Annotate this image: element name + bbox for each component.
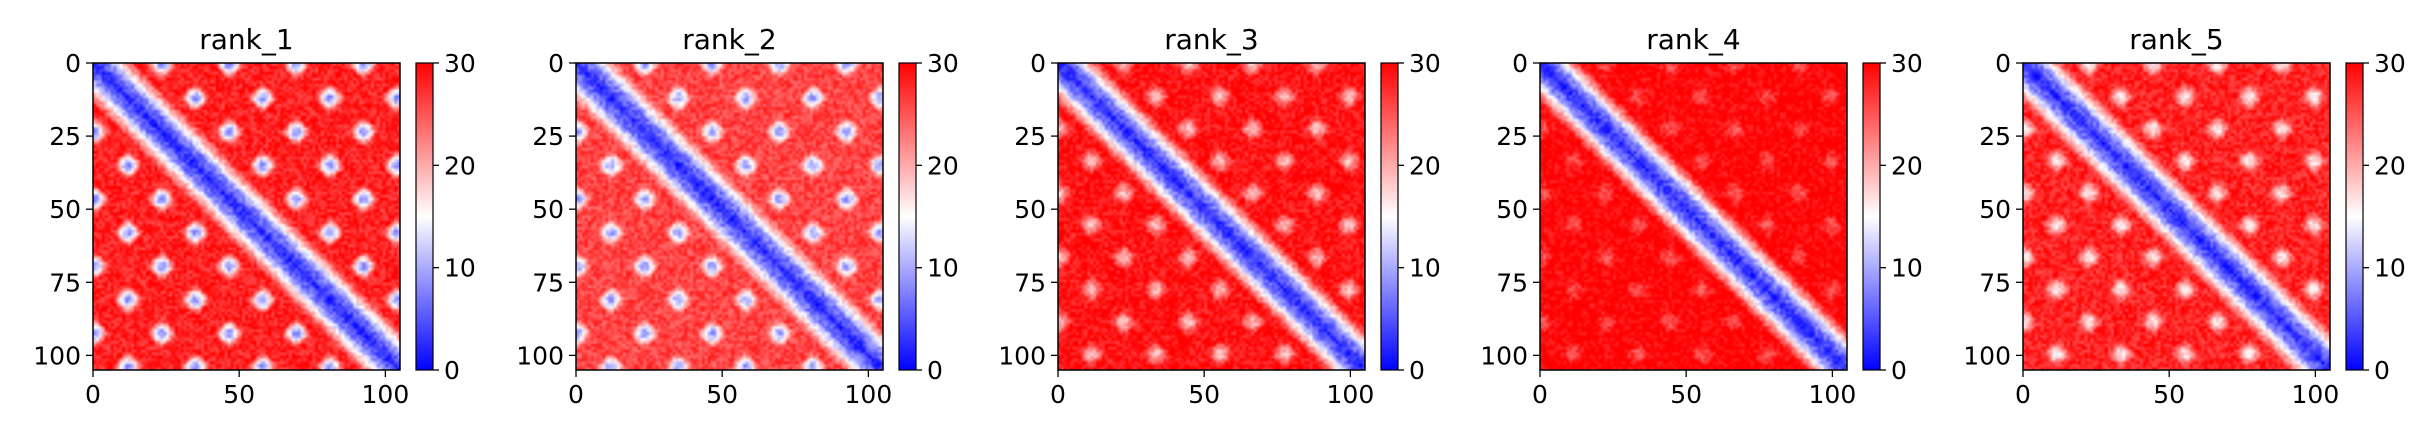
x-tick-label: 50 — [1188, 380, 1220, 409]
colorbar-tick-label: 20 — [927, 151, 959, 180]
y-tick-label: 100 — [1480, 341, 1528, 370]
y-tick-label: 0 — [548, 49, 564, 78]
y-tick-label: 0 — [1030, 49, 1046, 78]
colorbar-tick-label: 10 — [1409, 254, 1441, 283]
colorbar-tick-label: 30 — [444, 49, 476, 78]
x-tick-label: 0 — [568, 380, 584, 409]
colorbar-tick-label: 10 — [1891, 254, 1923, 283]
y-tick-label: 75 — [1014, 268, 1046, 297]
colorbar — [2345, 62, 2364, 371]
colorbar-tick-label: 10 — [927, 254, 959, 283]
panel-title: rank_3 — [1164, 23, 1258, 56]
colorbar-tick-label: 30 — [1891, 49, 1923, 78]
colorbar-tick-label: 20 — [2374, 151, 2406, 180]
colorbar-tick-label: 0 — [444, 356, 460, 385]
panel-title: rank_1 — [199, 23, 293, 56]
y-tick-label: 50 — [1014, 195, 1046, 224]
colorbar-tick-label: 10 — [2374, 254, 2406, 283]
colorbar-tick-label: 30 — [1409, 49, 1441, 78]
colorbar-tick-label: 20 — [444, 151, 476, 180]
colorbar — [415, 62, 434, 371]
y-tick-label: 0 — [1512, 49, 1528, 78]
y-tick-label: 25 — [1979, 122, 2011, 151]
x-tick-label: 0 — [1050, 380, 1066, 409]
y-tick-label: 50 — [1979, 195, 2011, 224]
x-tick-label: 50 — [223, 380, 255, 409]
y-tick-label: 25 — [1496, 122, 1528, 151]
y-tick-label: 0 — [1995, 49, 2011, 78]
x-tick-label: 50 — [2153, 380, 2185, 409]
y-tick-label: 100 — [998, 341, 1046, 370]
y-tick-label: 75 — [1979, 268, 2011, 297]
y-tick-label: 75 — [49, 268, 81, 297]
x-tick-label: 100 — [1327, 380, 1375, 409]
heatmap-image — [576, 63, 883, 370]
colorbar-tick-label: 10 — [444, 254, 476, 283]
colorbar-tick-label: 0 — [2374, 356, 2390, 385]
x-tick-label: 0 — [1532, 380, 1548, 409]
panel-title: rank_5 — [2129, 23, 2223, 56]
y-tick-label: 50 — [532, 195, 564, 224]
heatmap-image — [1058, 63, 1365, 370]
plot-frame — [1539, 62, 1848, 371]
y-tick-label: 100 — [516, 341, 564, 370]
colorbar-tick-label: 0 — [1409, 356, 1425, 385]
x-tick-label: 100 — [845, 380, 893, 409]
x-tick-label: 0 — [85, 380, 101, 409]
plot-frame — [92, 62, 401, 371]
x-tick-label: 100 — [1809, 380, 1857, 409]
y-tick-label: 75 — [532, 268, 564, 297]
x-tick-label: 50 — [1670, 380, 1702, 409]
colorbar — [1380, 62, 1399, 371]
colorbar-tick-label: 0 — [927, 356, 943, 385]
y-tick-label: 25 — [532, 122, 564, 151]
colorbar — [898, 62, 917, 371]
heatmap-image — [2023, 63, 2330, 370]
y-tick-label: 0 — [65, 49, 81, 78]
plot-frame — [575, 62, 884, 371]
y-tick-label: 25 — [49, 122, 81, 151]
colorbar — [1862, 62, 1881, 371]
y-tick-label: 100 — [33, 341, 81, 370]
y-tick-label: 50 — [1496, 195, 1528, 224]
x-tick-label: 50 — [706, 380, 738, 409]
y-tick-label: 25 — [1014, 122, 1046, 151]
heatmap-image — [1540, 63, 1847, 370]
x-tick-label: 100 — [362, 380, 410, 409]
colorbar-tick-label: 30 — [2374, 49, 2406, 78]
heatmap-image — [93, 63, 400, 370]
colorbar-tick-label: 20 — [1891, 151, 1923, 180]
colorbar-tick-label: 30 — [927, 49, 959, 78]
y-tick-label: 50 — [49, 195, 81, 224]
colorbar-tick-label: 20 — [1409, 151, 1441, 180]
y-tick-label: 100 — [1963, 341, 2011, 370]
plot-frame — [2022, 62, 2331, 371]
panel-title: rank_2 — [682, 23, 776, 56]
y-tick-label: 75 — [1496, 268, 1528, 297]
panel-title: rank_4 — [1646, 23, 1740, 56]
x-tick-label: 100 — [2292, 380, 2340, 409]
colorbar-tick-label: 0 — [1891, 356, 1907, 385]
plot-frame — [1057, 62, 1366, 371]
x-tick-label: 0 — [2015, 380, 2031, 409]
